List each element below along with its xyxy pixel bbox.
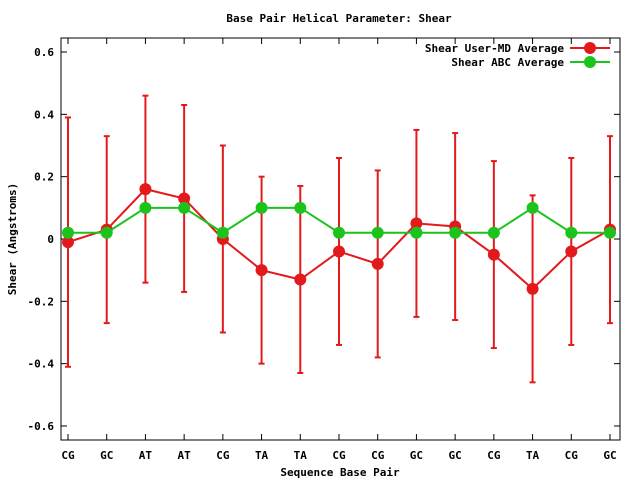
data-point-1 [139,201,152,214]
x-tick-label: CG [565,449,579,462]
data-point-0 [410,217,423,230]
data-point-0 [139,183,152,196]
chart-title: Base Pair Helical Parameter: Shear [226,12,452,25]
data-point-1 [100,226,113,239]
data-point-1 [604,226,616,239]
data-point-0 [565,245,578,258]
x-tick-label: GC [449,449,462,462]
data-point-1 [333,226,345,239]
data-point-1 [216,226,229,239]
legend-marker-abc [584,56,596,68]
legend-label-abc: Shear ABC Average [451,56,564,69]
x-tick-label: AT [178,449,192,462]
data-point-0 [487,248,500,261]
data-point-1 [178,201,191,214]
x-tick-label: AT [139,449,153,462]
y-tick-label: 0.2 [34,171,54,184]
data-point-0 [371,257,384,270]
legend-label-user-md: Shear User-MD Average [425,42,564,55]
data-point-1 [371,226,384,239]
data-point-1 [526,201,539,214]
data-point-0 [178,192,191,205]
data-point-1 [62,226,74,239]
legend: Shear User-MD Average Shear ABC Average [425,42,610,69]
x-tick-label: CG [487,449,501,462]
y-axis-label: Shear (Angstroms) [6,183,19,296]
series-layer [62,183,616,295]
data-point-1 [410,226,423,239]
data-point-1 [294,201,307,214]
x-tick-label: CG [61,449,75,462]
data-point-0 [62,236,74,249]
data-point-1 [255,201,268,214]
y-tick-label: -0.4 [28,358,55,371]
data-point-1 [449,226,462,239]
data-point-0 [333,245,345,258]
x-tick-label: GC [603,449,616,462]
y-tick-label: 0.6 [34,46,54,59]
legend-marker-user-md [584,42,596,54]
x-tick-label: CG [371,449,385,462]
y-tick-label: 0 [47,233,54,246]
x-axis-label: Sequence Base Pair [280,466,400,479]
error-bars [65,94,613,384]
data-point-0 [526,282,539,295]
x-tick-label: GC [410,449,423,462]
y-axis: 0.6 0.4 0.2 0 -0.2 -0.4 -0.6 [28,46,620,433]
x-tick-label: TA [526,449,540,462]
y-tick-label: -0.2 [28,295,55,308]
x-tick-label: CG [216,449,230,462]
x-axis: CG GC AT AT CG TA TA CG CG GC GC CG TA CG GC [61,38,617,462]
data-point-0 [294,273,307,286]
x-tick-label: TA [255,449,269,462]
y-tick-label: -0.6 [28,420,55,433]
x-tick-label: TA [294,449,308,462]
data-point-1 [565,226,578,239]
data-point-0 [255,264,268,277]
x-tick-label: CG [332,449,346,462]
x-tick-label: GC [100,449,113,462]
data-point-1 [487,226,500,239]
y-tick-label: 0.4 [34,108,54,121]
